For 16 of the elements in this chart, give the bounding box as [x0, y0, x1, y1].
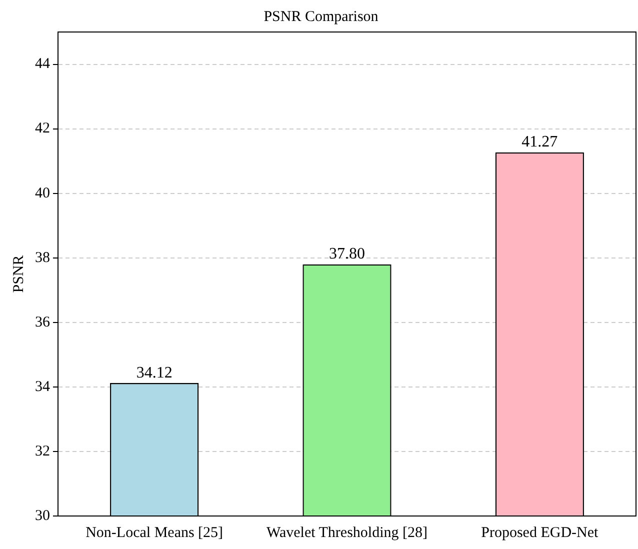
data-label: 37.80	[329, 246, 365, 263]
y-tick-label: 36	[35, 314, 50, 330]
chart-title: PSNR Comparison	[264, 8, 379, 25]
x-tick-label: Wavelet Thresholding [28]	[266, 524, 428, 541]
y-tick-label: 34	[35, 378, 50, 395]
y-axis-title: PSNR	[10, 255, 27, 293]
x-tick-label: Non-Local Means [25]	[86, 524, 224, 541]
y-tick-label: 40	[35, 185, 50, 202]
y-tick-label: 38	[35, 250, 50, 266]
data-label: 41.27	[522, 134, 558, 151]
y-tick-label: 30	[35, 508, 50, 524]
y-tick-label: 32	[35, 443, 50, 460]
x-tick-label: Proposed EGD-Net	[481, 524, 600, 541]
data-label: 34.12	[136, 364, 172, 382]
y-tick-label: 44	[35, 56, 50, 72]
y-tick-label: 42	[35, 120, 50, 137]
